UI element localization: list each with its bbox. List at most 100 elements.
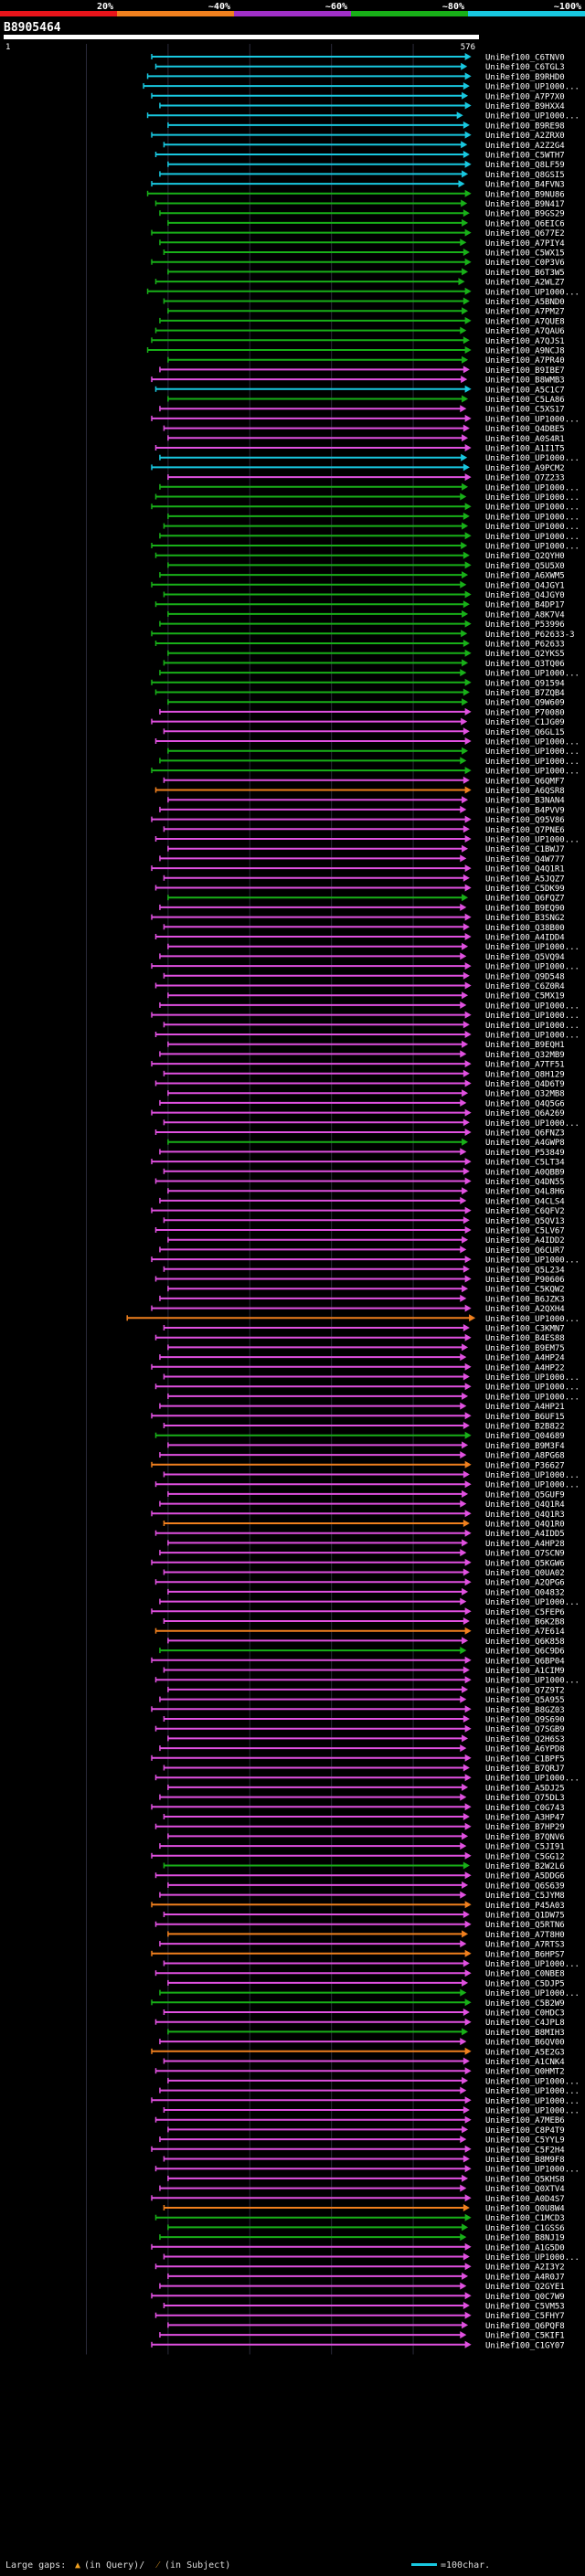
hit-label[interactable]: UniRef100_A0QBB9 <box>485 1168 565 1177</box>
hit-row[interactable]: UniRef100_B7HP29 <box>154 1822 565 1833</box>
hit-row[interactable]: UniRef100_P36627 <box>151 1460 565 1471</box>
hit-label[interactable]: UniRef100_Q5L234 <box>485 1266 565 1275</box>
hit-row[interactable]: UniRef100_A8K7V4 <box>167 610 565 620</box>
hit-row[interactable]: UniRef100_Q95V86 <box>151 815 565 826</box>
hit-row[interactable]: UniRef100_C6Z0R4 <box>154 981 565 992</box>
hit-label[interactable]: UniRef100_Q9W609 <box>485 699 565 708</box>
hit-label[interactable]: UniRef100_A4HP28 <box>485 1540 565 1549</box>
hit-row[interactable]: UniRef100_C3KMN7 <box>163 1324 565 1334</box>
hit-label[interactable]: UniRef100_B7ZQB4 <box>485 689 565 698</box>
hit-row[interactable]: UniRef100_C5WX15 <box>163 249 565 259</box>
hit-label[interactable]: UniRef100_B4PVV9 <box>485 806 565 815</box>
hit-label[interactable]: UniRef100_UP1000... <box>485 1256 580 1266</box>
hit-row[interactable]: UniRef100_B9IBE7 <box>159 366 565 376</box>
hit-label[interactable]: UniRef100_Q9D548 <box>485 972 565 981</box>
hit-label[interactable]: UniRef100_C5KIF1 <box>485 2332 565 2341</box>
hit-row[interactable]: UniRef100_UP1000... <box>159 532 580 542</box>
hit-label[interactable]: UniRef100_C5DK99 <box>485 885 565 894</box>
hit-row[interactable]: UniRef100_Q8H129 <box>163 1069 565 1080</box>
hit-label[interactable]: UniRef100_A9PCM2 <box>485 464 565 473</box>
hit-row[interactable]: UniRef100_UP1000... <box>146 287 580 298</box>
hit-label[interactable]: UniRef100_B8GZ03 <box>485 1706 565 1715</box>
hit-row[interactable]: UniRef100_Q4D6T9 <box>154 1079 565 1090</box>
hit-label[interactable]: UniRef100_Q4Q1R3 <box>485 1511 565 1520</box>
hit-label[interactable]: UniRef100_C5JYM8 <box>485 1892 565 1901</box>
hit-row[interactable]: UniRef100_B6JZK3 <box>159 1294 565 1305</box>
hit-label[interactable]: UniRef100_C3KMN7 <box>485 1325 565 1334</box>
hit-row[interactable]: UniRef100_A5DDG6 <box>154 1871 565 1882</box>
hit-row[interactable]: UniRef100_UP1000... <box>159 1597 580 1608</box>
hit-row[interactable]: UniRef100_UP1000... <box>163 1373 580 1383</box>
hit-label[interactable]: UniRef100_A5C1C7 <box>485 386 565 395</box>
hit-label[interactable]: UniRef100_Q6BP04 <box>485 1657 565 1666</box>
hit-label[interactable]: UniRef100_UP1000... <box>485 768 580 777</box>
hit-row[interactable]: UniRef100_C5KIF1 <box>159 2331 565 2341</box>
hit-row[interactable]: UniRef100_UP1000... <box>163 522 580 533</box>
hit-label[interactable]: UniRef100_Q95V86 <box>485 816 565 825</box>
hit-row[interactable]: UniRef100_A2QPG6 <box>154 1578 565 1588</box>
hit-row[interactable]: UniRef100_Q4Q1R4 <box>159 1500 565 1511</box>
hit-label[interactable]: UniRef100_Q5A955 <box>485 1696 565 1705</box>
hit-row[interactable]: UniRef100_A0S4R1 <box>167 434 565 444</box>
hit-row[interactable]: UniRef100_Q4L8H6 <box>167 1187 565 1197</box>
hit-label[interactable]: UniRef100_C1GY07 <box>485 2341 565 2350</box>
hit-label[interactable]: UniRef100_A7T8H0 <box>485 1931 565 1940</box>
hit-row[interactable]: UniRef100_Q3TQ06 <box>163 659 565 669</box>
hit-row[interactable]: UniRef100_Q5VQ94 <box>159 952 565 962</box>
hit-row[interactable]: UniRef100_A5BND0 <box>163 297 565 308</box>
hit-label[interactable]: UniRef100_UP1000... <box>485 1989 580 1998</box>
hit-label[interactable]: UniRef100_UP1000... <box>485 1012 580 1021</box>
hit-row[interactable]: UniRef100_P45A03 <box>151 1901 565 1911</box>
hit-row[interactable]: UniRef100_B7ZQB4 <box>154 688 565 699</box>
hit-row[interactable]: UniRef100_Q1DW75 <box>163 1911 565 1921</box>
hit-row[interactable]: UniRef100_A4GWP8 <box>167 1138 565 1149</box>
hit-row[interactable]: UniRef100_Q5U5X0 <box>167 561 565 571</box>
hit-row[interactable]: UniRef100_UP1000... <box>151 414 580 425</box>
hit-row[interactable]: UniRef100_C1GSS6 <box>167 2223 565 2233</box>
hit-row[interactable]: UniRef100_Q6FQZ7 <box>167 894 565 904</box>
hit-label[interactable]: UniRef100_Q4Q1R1 <box>485 865 565 875</box>
hit-label[interactable]: UniRef100_UP1000... <box>485 533 580 542</box>
hit-row[interactable]: UniRef100_UP1000... <box>146 111 580 122</box>
hit-label[interactable]: UniRef100_Q04832 <box>485 1588 565 1597</box>
hit-row[interactable]: UniRef100_UP1000... <box>154 1383 580 1393</box>
hit-label[interactable]: UniRef100_B9HXX4 <box>485 102 565 111</box>
hit-row[interactable]: UniRef100_A5C1C7 <box>154 385 565 396</box>
hit-label[interactable]: UniRef100_C5VM53 <box>485 2303 565 2312</box>
hit-label[interactable]: UniRef100_Q7Z233 <box>485 474 565 483</box>
hit-label[interactable]: UniRef100_C5LA86 <box>485 396 565 405</box>
hit-label[interactable]: UniRef100_C5WTH7 <box>485 152 565 161</box>
hit-label[interactable]: UniRef100_Q9S690 <box>485 1716 565 1725</box>
hit-row[interactable]: UniRef100_B6K2B8 <box>163 1617 565 1627</box>
hit-row[interactable]: UniRef100_B4ES88 <box>154 1333 565 1344</box>
hit-label[interactable]: UniRef100_P45A03 <box>485 1902 565 1911</box>
hit-label[interactable]: UniRef100_UP1000... <box>485 454 580 463</box>
hit-row[interactable]: UniRef100_C8P4T9 <box>167 2125 565 2136</box>
hit-row[interactable]: UniRef100_A0D4S7 <box>151 2194 565 2204</box>
hit-row[interactable]: UniRef100_C5VM53 <box>163 2302 565 2312</box>
hit-row[interactable]: UniRef100_B2B822 <box>163 1422 565 1432</box>
hit-row[interactable]: UniRef100_Q0HMT2 <box>154 2067 565 2077</box>
hit-row[interactable]: UniRef100_A6XWM5 <box>159 571 565 581</box>
hit-row[interactable]: UniRef100_B7QRJ7 <box>163 1764 565 1775</box>
hit-row[interactable]: UniRef100_A7TF51 <box>151 1060 565 1070</box>
hit-row[interactable]: UniRef100_Q6A269 <box>151 1108 565 1119</box>
hit-label[interactable]: UniRef100_A5DDG6 <box>485 1872 565 1882</box>
hit-row[interactable]: UniRef100_C5DK99 <box>154 884 565 895</box>
hit-row[interactable]: UniRef100_UP1000... <box>167 747 580 758</box>
hit-label[interactable]: UniRef100_A1G5D0 <box>485 2243 565 2253</box>
hit-row[interactable]: UniRef100_C5JI91 <box>159 1842 565 1852</box>
hit-label[interactable]: UniRef100_A5DJ25 <box>485 1784 565 1793</box>
hit-label[interactable]: UniRef100_UP1000... <box>485 758 580 767</box>
hit-label[interactable]: UniRef100_A7P7X0 <box>485 92 565 101</box>
hit-label[interactable]: UniRef100_Q6FNZ3 <box>485 1129 565 1139</box>
hit-row[interactable]: UniRef100_UP1000... <box>154 493 580 504</box>
hit-row[interactable]: UniRef100_Q6PQF8 <box>167 2321 565 2331</box>
hit-row[interactable]: UniRef100_B9NU86 <box>146 189 565 200</box>
hit-row[interactable]: UniRef100_Q4DN55 <box>154 1177 565 1188</box>
hit-label[interactable]: UniRef100_C4JPL8 <box>485 2019 565 2028</box>
hit-label[interactable]: UniRef100_A2QXH4 <box>485 1305 565 1314</box>
hit-label[interactable]: UniRef100_UP1000... <box>485 1677 580 1686</box>
hit-label[interactable]: UniRef100_A6QSR8 <box>485 787 565 796</box>
hit-row[interactable]: UniRef100_UP1000... <box>159 669 580 679</box>
